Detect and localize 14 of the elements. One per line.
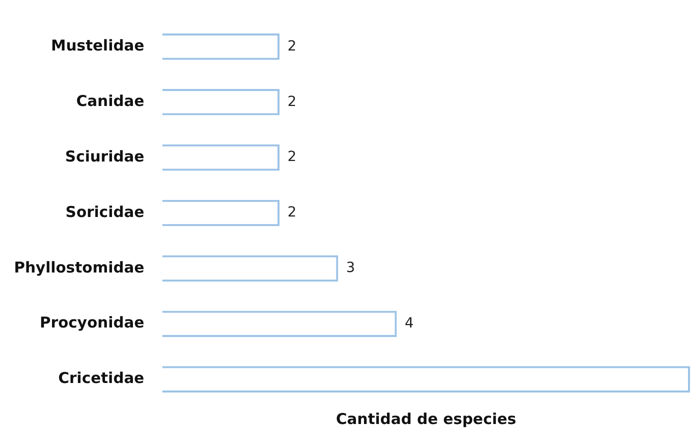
y-tick-label: Mustelidae <box>51 36 144 55</box>
x-axis-title: Cantidad de especies <box>336 410 516 428</box>
data-label: 3 <box>346 260 356 276</box>
data-label: 4 <box>404 316 414 332</box>
y-tick-label: Canidae <box>76 92 144 110</box>
data-label: 2 <box>288 94 296 110</box>
y-tick-label: Sciuridae <box>65 147 144 166</box>
y-tick-label: Soricidae <box>66 202 144 221</box>
y-tick-label: Procyonidae <box>40 314 144 332</box>
data-label: 2 <box>288 149 296 166</box>
y-tick-label: Phyllostomidae <box>14 258 144 276</box>
y-tick-label: Cricetidae <box>58 369 144 388</box>
data-label: 2 <box>288 38 296 54</box>
data-label: 2 <box>288 204 296 221</box>
